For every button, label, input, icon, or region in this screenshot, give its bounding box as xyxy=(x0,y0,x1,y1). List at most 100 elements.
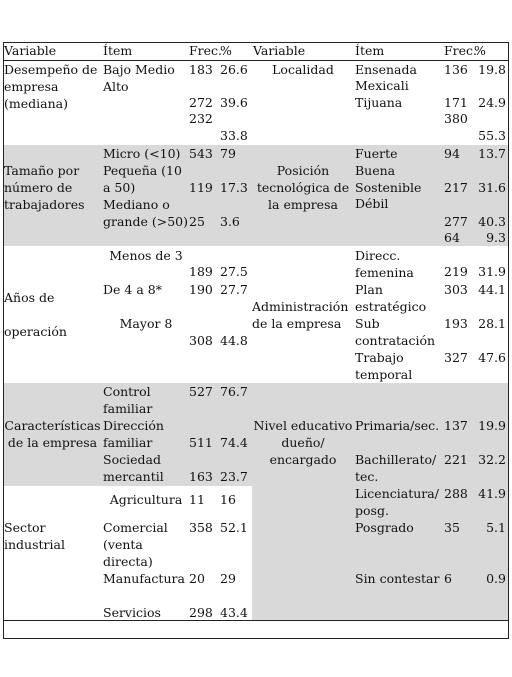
frequency: 94 xyxy=(444,146,460,161)
frequency: 20 xyxy=(189,571,205,586)
percentage: 24.9 xyxy=(478,95,506,110)
item-label: Manufactura xyxy=(103,571,185,586)
percentage: 31.9 xyxy=(478,264,506,279)
percentage: 47.6 xyxy=(478,350,506,365)
variable-label: Posición tecnológica de la empresa xyxy=(256,163,350,212)
frequency: 193 xyxy=(444,316,468,331)
item-label: Dirección familiar xyxy=(103,418,164,450)
percentage: 44.1 xyxy=(478,282,506,297)
percentage: 39.6 xyxy=(220,95,248,110)
item-label: Plan estratégico xyxy=(355,282,427,314)
row-shade xyxy=(252,486,509,620)
frequency: 358 xyxy=(189,520,213,535)
frequency: 288 xyxy=(444,486,468,501)
percentage: 31.6 xyxy=(478,180,506,195)
frequency: 25 xyxy=(189,214,205,229)
variable-label: Desempeño de empresa (mediana) xyxy=(4,62,98,111)
item-label: Tijuana xyxy=(355,95,403,110)
column-header: Variable xyxy=(4,43,57,58)
frequency: 136 xyxy=(444,62,468,77)
percentage: 41.9 xyxy=(478,486,506,501)
frequency: 171 xyxy=(444,95,468,110)
item-label: Mayor 8 xyxy=(119,316,173,331)
percentage: 19.9 xyxy=(478,418,506,433)
item-label: Buena xyxy=(355,163,396,178)
item-label: Sostenible xyxy=(355,180,422,195)
percentage: 0.9 xyxy=(486,571,506,586)
frequency: 272 xyxy=(189,95,213,110)
percentage: 28.1 xyxy=(478,316,506,331)
item-label: Mexicali xyxy=(355,78,409,93)
percentage: 23.7 xyxy=(220,469,248,484)
frequency: 163 xyxy=(189,469,213,484)
column-header: % xyxy=(474,43,486,58)
percentage: 13.7 xyxy=(478,146,506,161)
frequency: 298 xyxy=(189,605,213,620)
item-label: Pequeña (10 a 50) xyxy=(103,163,182,195)
percentage: 29 xyxy=(220,571,236,586)
percentage: 26.6 xyxy=(220,62,248,77)
item-label: Menos de 3 xyxy=(109,248,183,263)
variable-label: Sector industrial xyxy=(4,520,65,552)
item-label: Fuerte xyxy=(355,146,398,161)
row-shade xyxy=(3,383,509,486)
variable-label: Nivel educativo dueño/ encargado xyxy=(253,418,353,467)
frequency: 527 xyxy=(189,384,213,399)
variable-label: Tamaño por número de trabajadores xyxy=(4,163,85,212)
percentage: 27.5 xyxy=(220,264,248,279)
percentage: 17.3 xyxy=(220,180,248,195)
frequency: 6 xyxy=(444,571,452,586)
item-label: Micro (<10) xyxy=(103,146,181,161)
percentage: 19.8 xyxy=(478,62,506,77)
item-label: Servicios xyxy=(103,605,161,620)
item-label: Direcc. femenina xyxy=(355,248,414,280)
column-header: Frec. xyxy=(444,43,478,58)
percentage: 55.3 xyxy=(478,128,506,143)
frequency: 511 xyxy=(189,435,213,450)
item-label: Posgrado xyxy=(355,520,414,535)
variable-label: Localidad xyxy=(272,62,334,77)
frequency: 35 xyxy=(444,520,460,535)
frequency: 221 xyxy=(444,452,468,467)
frequency: 217 xyxy=(444,180,468,195)
frequency: 308 xyxy=(189,333,213,348)
frequency: 190 xyxy=(189,282,213,297)
border xyxy=(3,42,509,43)
percentage: 40.3 xyxy=(478,214,506,229)
percentage: 76.7 xyxy=(220,384,248,399)
border xyxy=(3,620,509,621)
frequency: 543 xyxy=(189,146,213,161)
row-shade xyxy=(3,145,509,246)
border xyxy=(3,42,4,639)
border xyxy=(3,638,509,639)
item-label: Control familiar xyxy=(103,384,153,416)
item-label: Mediano o grande (>50) xyxy=(103,197,188,229)
frequency: 137 xyxy=(444,418,468,433)
variable-label: Administración de la empresa xyxy=(252,299,349,331)
percentage: 9.3 xyxy=(486,230,506,245)
item-label: Sin contestar xyxy=(355,571,440,586)
item-label: Trabajo temporal xyxy=(355,350,413,382)
column-header: % xyxy=(220,43,232,58)
variable-label: Características de la empresa xyxy=(4,418,101,450)
percentage: 43.4 xyxy=(220,605,248,620)
percentage: 16 xyxy=(220,492,236,507)
frequency: 219 xyxy=(444,264,468,279)
item-label: Sociedad mercantil xyxy=(103,452,164,484)
percentage: 74.4 xyxy=(220,435,248,450)
item-label: Bachillerato/ tec. xyxy=(355,452,437,484)
item-label: De 4 a 8* xyxy=(103,282,162,297)
item-label: Bajo Medio Alto xyxy=(103,62,175,94)
percentage: 5.1 xyxy=(486,520,506,535)
column-header: Frec. xyxy=(189,43,223,58)
frequency: 11 xyxy=(189,492,205,507)
percentage: 44.8 xyxy=(220,333,248,348)
frequency: 119 xyxy=(189,180,213,195)
frequency: 189 xyxy=(189,264,213,279)
item-label: Agricultura xyxy=(109,492,183,507)
percentage: 52.1 xyxy=(220,520,248,535)
variable-label: Años de operación xyxy=(4,290,67,339)
frequency: 327 xyxy=(444,350,468,365)
frequency: 232 xyxy=(189,111,213,126)
